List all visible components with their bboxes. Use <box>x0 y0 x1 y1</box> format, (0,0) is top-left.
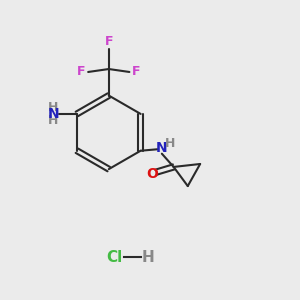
Text: Cl: Cl <box>106 250 123 265</box>
Text: H: H <box>48 101 59 114</box>
Text: H: H <box>48 114 59 127</box>
Text: H: H <box>141 250 154 265</box>
Text: F: F <box>132 65 140 79</box>
Text: H: H <box>165 137 175 150</box>
Text: N: N <box>47 107 59 121</box>
Text: O: O <box>146 167 158 181</box>
Text: F: F <box>104 34 113 47</box>
Text: N: N <box>156 141 168 155</box>
Text: F: F <box>77 65 86 79</box>
